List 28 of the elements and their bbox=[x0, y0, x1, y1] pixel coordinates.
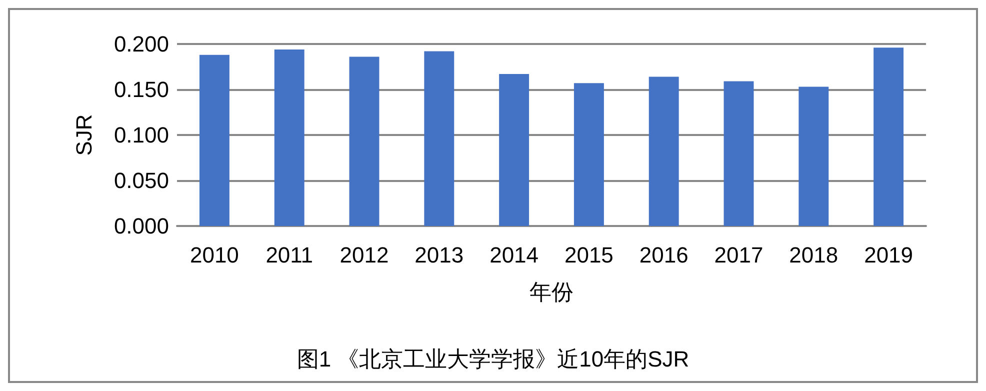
x-tick-label: 2019 bbox=[864, 242, 914, 268]
bar bbox=[349, 56, 380, 226]
y-tick-label: 0.000 bbox=[114, 214, 169, 238]
bar bbox=[499, 74, 530, 226]
y-tick-label: 0.050 bbox=[114, 168, 169, 193]
x-tick-label: 2017 bbox=[714, 242, 764, 268]
bar bbox=[724, 81, 754, 226]
bar bbox=[874, 48, 904, 226]
x-tick-label: 2011 bbox=[266, 242, 314, 268]
bar bbox=[648, 76, 679, 226]
y-tick-label: 0.100 bbox=[114, 122, 169, 148]
x-tick-label: 2015 bbox=[564, 242, 614, 268]
x-axis-title: 年份 bbox=[530, 280, 574, 304]
y-tick-label: 0.150 bbox=[114, 77, 169, 102]
x-tick-label: 2012 bbox=[340, 242, 389, 268]
x-tick-label: 2010 bbox=[190, 242, 239, 268]
y-axis-title: SJR bbox=[72, 114, 96, 156]
bar bbox=[199, 54, 230, 226]
y-tick-label: 0.200 bbox=[114, 32, 169, 56]
text: 图1 《北京工业大学学报》近10年的SJR bbox=[296, 346, 690, 372]
x-tick-label: 2018 bbox=[789, 242, 838, 268]
bar bbox=[574, 83, 604, 226]
x-tick-label: 2013 bbox=[414, 242, 464, 268]
bar bbox=[274, 49, 304, 226]
x-tick-label: 2016 bbox=[639, 242, 688, 268]
bar bbox=[424, 51, 454, 226]
bar bbox=[798, 86, 829, 226]
x-tick-label: 2014 bbox=[490, 242, 539, 268]
